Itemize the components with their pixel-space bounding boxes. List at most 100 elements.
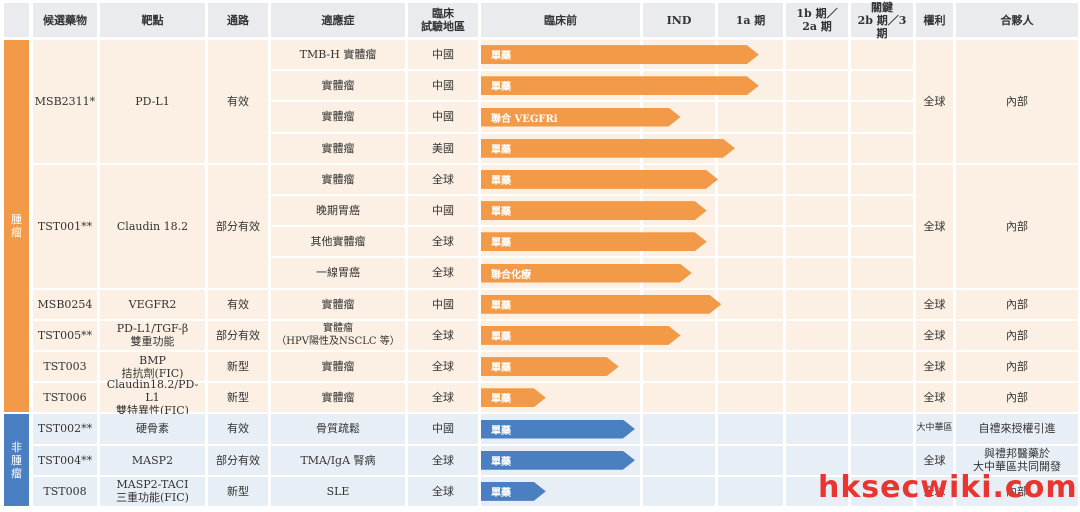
row-region: 中國 [408, 196, 478, 226]
drug-pathway: 新型 [208, 352, 268, 382]
row-region: 全球 [408, 320, 478, 350]
phase-cell [786, 258, 848, 288]
drug-pathway: 有效 [208, 414, 268, 444]
row-indication: 實體瘤 （HPV陽性及NSCLC 等） [271, 320, 405, 350]
phase-cell [786, 133, 848, 163]
phase-cell [851, 164, 913, 194]
drug-pathway: 新型 [208, 383, 268, 413]
progress-arrow: 單藥 [481, 170, 718, 189]
phase-cell [718, 476, 783, 506]
drug-target: PD-L1/TGF-β 雙重功能 [100, 320, 205, 350]
phase-cell [786, 383, 848, 413]
drug-partner: 內部 [956, 320, 1078, 350]
progress-arrow: 單藥 [481, 326, 681, 345]
row-region: 美國 [408, 133, 478, 163]
drug-name: MSB2311* [33, 40, 97, 163]
phase-cell [786, 320, 848, 350]
drug-pathway: 有效 [208, 40, 268, 163]
phase-cell [851, 40, 913, 70]
phase-cell [786, 40, 848, 70]
drug-rights: 全球 [916, 476, 953, 506]
phase-cell [718, 196, 783, 226]
row-region: 中國 [408, 414, 478, 444]
drug-partner: 內部 [956, 289, 1078, 319]
phase-cell [718, 383, 783, 413]
drug-partner: 內部 [956, 383, 1078, 413]
header-candidate: 候選藥物 [33, 3, 97, 37]
phase-cell [786, 196, 848, 226]
row-region: 中國 [408, 289, 478, 319]
phase-cell [718, 258, 783, 288]
header-pathway: 通路 [208, 3, 268, 37]
header-pivotal: 關鍵 2b 期／3 期 [851, 1, 913, 40]
progress-arrow: 單藥 [481, 357, 619, 376]
drug-target: 硬骨素 [100, 414, 205, 444]
drug-pathway: 有效 [208, 289, 268, 319]
phase-cell [718, 227, 783, 257]
watermark: hksecwiki.com [818, 470, 1078, 505]
phase-cell [851, 227, 913, 257]
phase-cell [718, 414, 783, 444]
drug-partner: 內部 [956, 164, 1078, 288]
phase-cell [786, 71, 848, 101]
drug-partner: 內部 [956, 476, 1078, 506]
phase-cell [786, 414, 848, 444]
row-region: 全球 [408, 476, 478, 506]
drug-pathway: 部分有效 [208, 445, 268, 475]
row-region: 全球 [408, 383, 478, 413]
header-phase1a: 1a 期 [718, 3, 783, 37]
row-indication: 晚期胃癌 [271, 196, 405, 226]
drug-pathway: 部分有效 [208, 164, 268, 288]
drug-target: Claudin 18.2 [100, 164, 205, 288]
row-region: 全球 [408, 227, 478, 257]
phase-cell [718, 445, 783, 475]
drug-target: MASP2-TACI 三重功能(FIC) [100, 476, 205, 506]
phase-cell [851, 71, 913, 101]
drug-partner: 與禮邦醫藥於 大中華區共同開發 [956, 445, 1078, 475]
row-indication: 實體瘤 [271, 289, 405, 319]
row-indication: 實體瘤 [271, 164, 405, 194]
header-rights: 權利 [916, 3, 953, 37]
phase-cell [851, 383, 913, 413]
phase-cell [786, 102, 848, 132]
drug-target: MASP2 [100, 445, 205, 475]
group-oncology: 腫瘤 [4, 40, 29, 413]
row-indication: TMB-H 實體瘤 [271, 40, 405, 70]
drug-name: TST004** [33, 445, 97, 475]
drug-target: PD-L1 [100, 40, 205, 163]
progress-arrow: 單藥 [481, 451, 635, 470]
progress-arrow: 單藥 [481, 139, 735, 158]
phase-cell [718, 164, 783, 194]
header-phase1b2a: 1b 期／ 2a 期 [786, 3, 848, 37]
phase-cell [718, 352, 783, 382]
drug-name: TST008 [33, 476, 97, 506]
progress-arrow: 單藥 [481, 388, 546, 407]
drug-target: BMP 拮抗劑(FIC) [100, 352, 205, 382]
drug-partner: 自禮來授權引進 [956, 414, 1078, 444]
row-indication: 一線胃癌 [271, 258, 405, 288]
header-ind: IND [643, 3, 715, 37]
row-indication: 實體瘤 [271, 383, 405, 413]
phase-cell [786, 476, 848, 506]
phase-cell [643, 352, 715, 382]
phase-cell [851, 352, 913, 382]
row-region: 全球 [408, 352, 478, 382]
drug-name: TST006 [33, 383, 97, 413]
row-region: 中國 [408, 71, 478, 101]
row-region: 全球 [408, 164, 478, 194]
progress-arrow: 單藥 [481, 76, 759, 95]
phase-cell [718, 320, 783, 350]
drug-name: TST001** [33, 164, 97, 288]
drug-target: Claudin18.2/PD-L1 雙特異性(FIC) [100, 378, 205, 417]
phase-cell [851, 445, 913, 475]
header-indication: 適應症 [271, 3, 405, 37]
row-indication: SLE [271, 476, 405, 506]
header-preclinical: 臨床前 [481, 3, 640, 37]
drug-rights: 全球 [916, 352, 953, 382]
phase-cell [786, 289, 848, 319]
progress-arrow: 單藥 [481, 201, 707, 220]
phase-cell [851, 289, 913, 319]
progress-arrow: 單藥 [481, 482, 546, 501]
drug-pathway: 部分有效 [208, 320, 268, 350]
progress-arrow: 單藥 [481, 420, 635, 439]
